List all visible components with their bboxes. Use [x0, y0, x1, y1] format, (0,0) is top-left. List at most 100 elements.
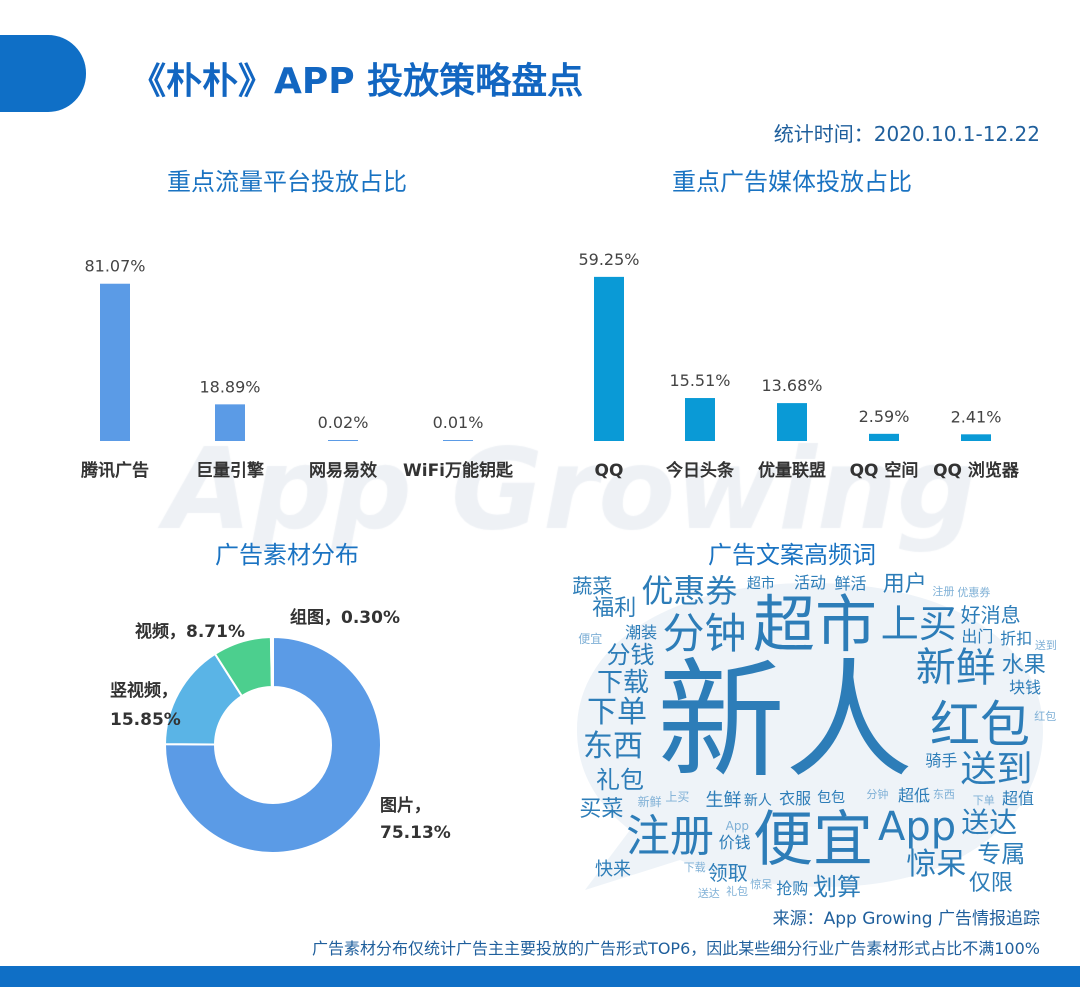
- bar: [777, 403, 807, 441]
- wordcloud-word: 东西: [583, 729, 643, 764]
- wordcloud-word: 活动: [794, 573, 827, 592]
- bar: [443, 440, 473, 441]
- wordcloud-word: App: [725, 819, 750, 834]
- wordcloud-word: 优惠券: [641, 572, 738, 611]
- wordcloud-word: 抢购: [776, 878, 809, 898]
- wordcloud-word: 上买: [880, 601, 957, 646]
- bar-category-label: QQ 空间: [850, 460, 919, 481]
- wordcloud-word: 上买: [665, 790, 690, 805]
- wordcloud-word: 潮装: [625, 623, 658, 642]
- wordcloud-word: 红包: [930, 696, 1030, 754]
- wordcloud-title: 广告文案高频词: [708, 541, 876, 569]
- wordcloud-word: 下单: [587, 695, 647, 730]
- speech-bubble-shape: [577, 583, 1043, 890]
- wordcloud-word: 礼包: [726, 885, 749, 899]
- bar-value-label: 0.02%: [318, 413, 369, 432]
- media-chart-title: 重点广告媒体投放占比: [672, 168, 912, 196]
- bar: [328, 440, 358, 441]
- wordcloud-word: 生鲜: [705, 790, 742, 812]
- wordcloud-word: 折扣: [1000, 628, 1033, 648]
- wordcloud-word: 用户: [882, 572, 927, 598]
- wordcloud-word: 下载: [683, 861, 706, 875]
- bar-value-label: 81.07%: [84, 257, 145, 276]
- wordcloud-word: 蔬菜: [572, 573, 613, 598]
- wordcloud-word: 新人: [657, 647, 914, 796]
- wordcloud-word: 礼包: [596, 766, 644, 794]
- slice-label: 视频，8.71%: [135, 621, 245, 642]
- stat-time: 统计时间：2020.10.1-12.22: [773, 122, 1040, 146]
- wordcloud-word: 包包: [817, 790, 846, 807]
- donut-slice: [269, 635, 274, 689]
- wordcloud-word: 衣服: [779, 788, 812, 808]
- wordcloud-word: 超值: [1002, 788, 1035, 808]
- slice-pct: 15.85%: [110, 710, 181, 730]
- bar-value-label: 13.68%: [761, 376, 822, 395]
- bar-value-label: 59.25%: [578, 250, 639, 269]
- wordcloud-word: 惊呆: [750, 877, 773, 891]
- bar-category-label: 网易易效: [309, 460, 377, 481]
- bar: [100, 283, 130, 441]
- wordcloud-word: 优惠券: [957, 586, 991, 600]
- material-chart-title: 广告素材分布: [215, 541, 359, 569]
- bar-value-label: 0.01%: [433, 413, 484, 432]
- wordcloud-word: 分钟: [866, 788, 889, 802]
- bar: [961, 434, 991, 441]
- wordcloud-word: 下载: [597, 668, 650, 698]
- wordcloud-word: 价钱: [718, 833, 751, 853]
- bar-category-label: 优量联盟: [758, 460, 826, 481]
- bar-value-label: 15.51%: [669, 371, 730, 390]
- wordcloud-word: 便宜: [578, 631, 603, 646]
- bar-category-label: 今日头条: [666, 460, 735, 481]
- slice-label: 竖视频，: [110, 680, 178, 701]
- wordcloud-word: App: [878, 804, 957, 850]
- wordcloud-word: 红包: [1034, 710, 1057, 724]
- bar: [869, 433, 899, 441]
- wordcloud-word: 水果: [1001, 653, 1046, 679]
- bar-value-label: 18.89%: [199, 377, 260, 396]
- bar-category-label: 腾讯广告: [81, 460, 149, 481]
- wordcloud-word: 分钱: [606, 641, 655, 670]
- wordcloud-word: 便宜: [753, 805, 873, 875]
- bar-category-label: QQ 浏览器: [933, 460, 1020, 481]
- wordcloud-word: 送到: [960, 749, 1033, 791]
- bar: [215, 404, 245, 441]
- wordcloud-word: 仅限: [968, 871, 1013, 897]
- wordcloud-word: 领取: [707, 860, 748, 885]
- wordcloud-word: 超市: [753, 588, 878, 661]
- bar-category-label: WiFi万能钥匙: [403, 460, 514, 481]
- wordcloud-word: 送达: [961, 805, 1018, 839]
- wordcloud-word: 鲜活: [834, 573, 867, 593]
- slice-label: 图片，: [380, 795, 431, 816]
- bar: [594, 276, 624, 441]
- wordcloud-word: 下单: [972, 793, 995, 807]
- wordcloud-word: 惊呆: [906, 847, 967, 883]
- wordcloud-word: 送达: [697, 886, 720, 900]
- source-text: 来源：App Growing 广告情报追踪: [772, 909, 1040, 929]
- header-accent-tab: [0, 35, 86, 112]
- footer-bar: [0, 966, 1080, 987]
- wordcloud-word: 注册: [626, 811, 714, 862]
- bar-category-label: QQ: [595, 461, 624, 481]
- wordcloud-word: 新人: [743, 792, 772, 809]
- wordcloud-word: 好消息: [960, 602, 1021, 627]
- wordcloud-word: 注册: [932, 584, 955, 598]
- wordcloud-word: 福利: [592, 595, 637, 621]
- bar-value-label: 2.41%: [951, 407, 1002, 426]
- wordcloud-word: 划算: [813, 872, 862, 901]
- bar: [685, 398, 715, 441]
- wordcloud: 新人 超市 便宜 红包 注册 分钟 新鲜 App 上买 送到 优惠券 下单 东西 惊呆 送达 下载 分钱 礼包 划算…: [572, 572, 1057, 899]
- platform-chart-title: 重点流量平台投放占比: [167, 168, 407, 196]
- wordcloud-word: 送到: [1034, 638, 1057, 652]
- wordcloud-word: 快来: [595, 859, 631, 880]
- wordcloud-word: 超低: [897, 786, 930, 806]
- slice-pct: 75.13%: [380, 823, 451, 843]
- wordcloud-word: 买菜: [579, 796, 624, 822]
- bar-category-label: 巨量引擎: [196, 460, 265, 481]
- wordcloud-word: 新鲜: [637, 794, 662, 809]
- bar-value-label: 2.59%: [859, 407, 910, 426]
- wordcloud-word: 东西: [932, 788, 955, 802]
- wordcloud-word: 块钱: [1009, 677, 1042, 697]
- wordcloud-word: 出门: [961, 627, 994, 647]
- wordcloud-word: 新鲜: [915, 644, 996, 691]
